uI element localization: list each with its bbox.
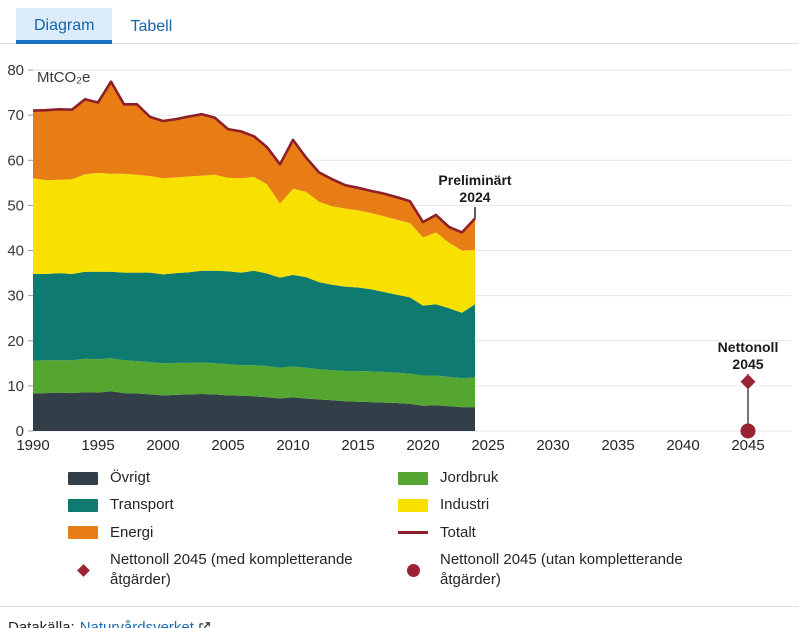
legend-label: Totalt — [440, 523, 476, 541]
source-prefix: Datakälla: — [8, 619, 75, 628]
legend-label: Jordbruk — [440, 469, 499, 486]
y-tick-label: 20 — [7, 333, 24, 350]
legend-label: Nettonoll 2045 (med kompletterande åtgär… — [110, 550, 353, 588]
x-tick-label: 2040 — [666, 437, 699, 454]
legend-swatch — [398, 471, 428, 485]
y-tick-label: 70 — [7, 107, 24, 124]
emissions-chart: 0 10 20 30 40 50 60 70 80 1990 1995 2000 2005 2010 201… — [0, 44, 799, 464]
legend-item-ovrigt: Övrigt — [68, 468, 398, 488]
total-line — [32, 80, 476, 234]
y-tick-label: 10 — [7, 378, 24, 395]
legend-item-transport: Transport — [68, 495, 398, 515]
netzero-year-label: 2045 — [732, 356, 763, 372]
x-tick-label: 2005 — [211, 437, 244, 454]
x-tick-label: 2000 — [146, 437, 179, 454]
legend-swatch — [68, 526, 98, 540]
netzero-diamond-marker — [740, 374, 756, 390]
unit-label: MtCO₂e — [37, 69, 90, 86]
x-tick-label: 2025 — [471, 437, 504, 454]
legend-swatch — [68, 498, 98, 512]
y-tick-label: 30 — [7, 288, 24, 305]
external-link-icon — [198, 621, 211, 628]
legend-item-nettonoll-med: Nettonoll 2045 (med kompletterande åtgär… — [68, 550, 398, 591]
legend-label: Energi — [110, 523, 154, 541]
y-tick-label: 80 — [7, 62, 24, 79]
x-tick-label: 2010 — [276, 437, 309, 454]
area-transport — [33, 270, 475, 379]
tab-bar: Diagram Tabell — [0, 8, 799, 44]
legend-item-totalt: Totalt — [398, 523, 758, 543]
legend-item-industri: Industri — [398, 495, 758, 515]
diamond-marker-icon — [68, 563, 98, 577]
x-tick-label: 1990 — [16, 437, 49, 454]
y-tick-label: 0 — [16, 423, 24, 440]
x-tick-label: 2015 — [341, 437, 374, 454]
netzero-label: Nettonoll — [718, 339, 779, 355]
legend-label: Nettonoll 2045 (utan kompletterande åtgä… — [440, 550, 683, 588]
tab-diagram[interactable]: Diagram — [16, 8, 113, 44]
preliminary-year-label: 2024 — [459, 189, 490, 205]
source-link[interactable]: Naturvårdsverket — [79, 619, 194, 628]
x-tick-label: 1995 — [81, 437, 114, 454]
area-jordbruk — [33, 358, 475, 408]
legend-label: Transport — [110, 496, 174, 514]
data-source-line: Datakälla: Naturvårdsverket — [8, 619, 799, 628]
legend-swatch — [68, 471, 98, 485]
legend-label: Övrigt — [110, 469, 151, 486]
x-tick-label: 2020 — [406, 437, 439, 454]
tab-tabell[interactable]: Tabell — [130, 18, 173, 35]
legend-item-jordbruk: Jordbruk — [398, 468, 758, 488]
circle-marker-icon — [398, 563, 428, 577]
legend-item-energi: Energi — [68, 523, 398, 543]
legend-item-nettonoll-utan: Nettonoll 2045 (utan kompletterande åtgä… — [398, 550, 758, 591]
area-energi — [33, 81, 475, 251]
preliminary-label: Preliminärt — [438, 172, 511, 188]
divider — [0, 606, 799, 608]
legend-column-left: Övrigt Transport Energi Nettonoll 2045 (… — [68, 468, 398, 597]
area-industri — [33, 172, 475, 313]
legend-column-right: Jordbruk Industri Totalt Nettonoll 2045 … — [398, 468, 758, 597]
x-tick-label: 2045 — [731, 437, 764, 454]
x-tick-label: 2030 — [536, 437, 569, 454]
y-tick-label: 40 — [7, 243, 24, 260]
y-tick-label: 50 — [7, 197, 24, 214]
y-tick-label: 60 — [7, 152, 24, 169]
legend-swatch — [398, 498, 428, 512]
legend-line-swatch — [398, 531, 428, 535]
netzero-circle-marker — [740, 423, 756, 439]
area-ovrigt — [33, 391, 475, 431]
chart-legend: Övrigt Transport Energi Nettonoll 2045 (… — [68, 468, 799, 597]
x-tick-label: 2035 — [601, 437, 634, 454]
legend-label: Industri — [440, 496, 490, 514]
